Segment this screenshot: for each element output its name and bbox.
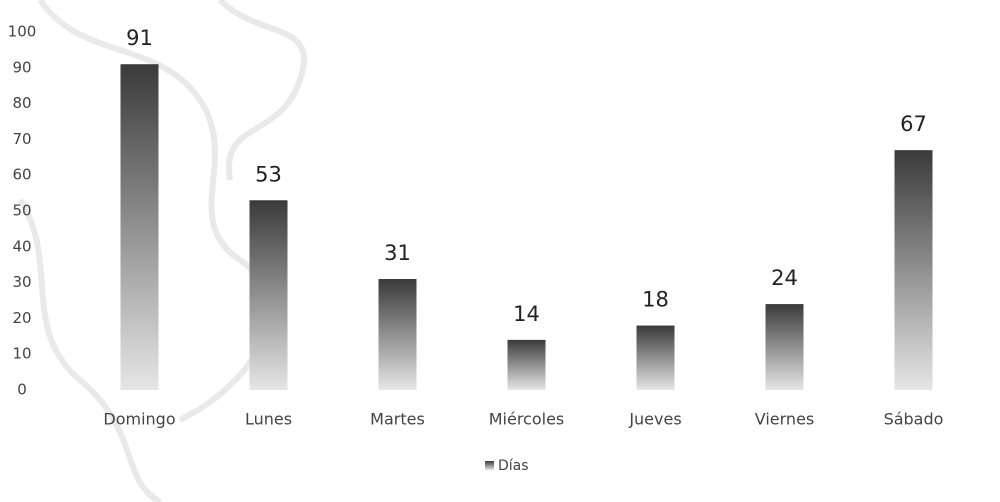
x-tick-label: Sábado [884,410,944,429]
y-tick-label: 0 [17,381,27,399]
legend-label: Días [498,458,529,474]
data-label: 18 [642,288,669,312]
x-tick-label: Domingo [103,410,175,429]
data-label: 31 [384,241,411,265]
y-tick-label: 80 [12,94,31,112]
data-label: 67 [900,112,927,136]
y-tick-label: 40 [12,237,31,255]
bar [120,64,159,390]
data-label: 14 [513,302,540,326]
x-tick-label: Lunes [245,410,292,429]
y-tick-label: 60 [12,166,31,184]
data-label: 91 [126,26,153,50]
y-tick-label: 50 [12,202,31,220]
bar [894,150,933,390]
y-tick-label: 70 [12,130,31,148]
bar [249,200,288,390]
bar [636,325,675,390]
y-tick-label: 10 [12,345,31,363]
bar [378,279,417,390]
y-tick-label: 20 [12,309,31,327]
legend-swatch [485,461,494,470]
data-label: 24 [771,266,798,290]
x-tick-label: Miércoles [489,410,565,429]
data-label: 53 [255,162,282,186]
y-tick-label: 30 [12,273,31,291]
bar [507,339,546,390]
y-tick-label: 90 [12,58,31,76]
bar [765,304,804,390]
y-tick-label: 100 [8,23,37,41]
x-tick-label: Viernes [755,410,815,429]
x-tick-label: Jueves [628,410,681,429]
x-tick-label: Martes [370,410,425,429]
